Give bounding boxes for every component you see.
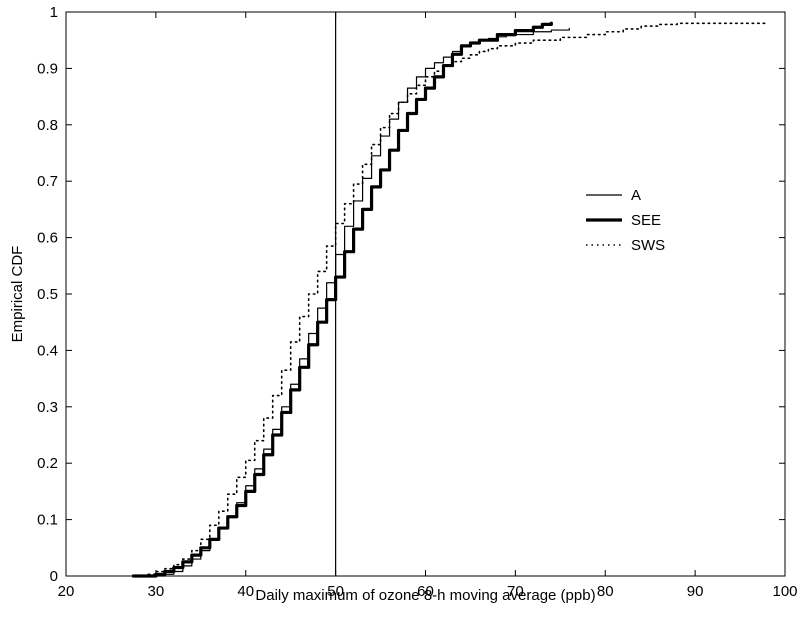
y-tick-label: 0.7 [37,173,58,190]
y-tick-label: 0.1 [37,512,58,529]
x-tick-label: 30 [148,583,165,600]
y-axis-title: Empirical CDF [9,246,26,343]
y-tick-label: 0.5 [37,286,58,303]
y-tick-label: 0.2 [37,455,58,472]
y-tick-label: 0.6 [37,230,58,247]
y-tick-label: 0.9 [37,60,58,77]
legend-label-sws: SWS [631,237,665,254]
x-tick-label: 20 [58,583,75,600]
legend: A SEE SWS [586,187,665,254]
x-tick-label: 60 [417,583,434,600]
x-tick-label: 90 [687,583,704,600]
y-tick-label: 0.3 [37,399,58,416]
x-axis-title: Daily maximum of ozone 8-h moving averag… [255,587,595,604]
series-layer [131,21,768,578]
series-line-see [131,21,553,578]
y-tick-label: 0 [50,568,58,585]
y-tick-label: 0.8 [37,117,58,134]
x-tick-label: 70 [507,583,524,600]
legend-label-see: SEE [631,212,661,229]
y-tick-label: 0.4 [37,342,58,359]
series-line-sws [132,22,768,577]
x-tick-label: 40 [237,583,254,600]
x-tick-label: 50 [327,583,344,600]
x-tick-label: 80 [597,583,614,600]
legend-label-a: A [631,187,641,204]
x-tick-label: 100 [772,583,797,600]
ticks-layer: 20 30 40 50 60 70 80 90 100 0 0.1 0.2 0.3 0.4 0.5 0.6 0.… [37,4,797,600]
y-tick-label: 1 [50,4,58,21]
